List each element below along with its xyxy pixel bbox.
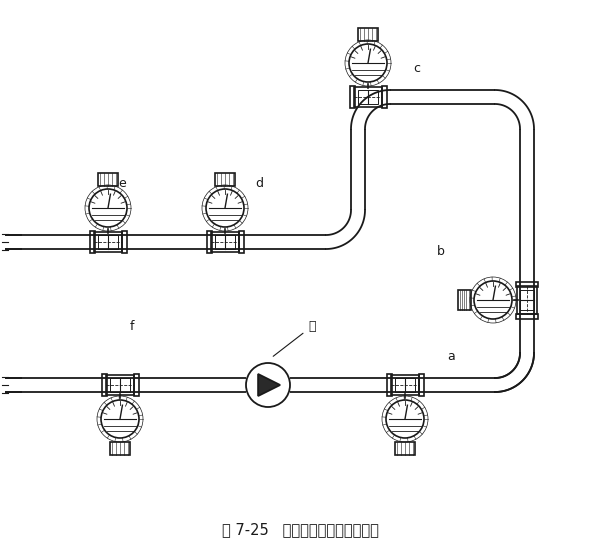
Text: 泵: 泵 — [273, 320, 316, 356]
Text: e: e — [118, 177, 126, 190]
Polygon shape — [258, 374, 280, 396]
Text: 图 7-25   电磁流量传感器安装位置: 图 7-25 电磁流量传感器安装位置 — [222, 522, 379, 537]
Text: f: f — [130, 320, 135, 333]
Text: d: d — [255, 177, 263, 190]
Text: b: b — [437, 245, 445, 258]
Text: c: c — [413, 62, 420, 75]
Text: a: a — [447, 350, 455, 363]
